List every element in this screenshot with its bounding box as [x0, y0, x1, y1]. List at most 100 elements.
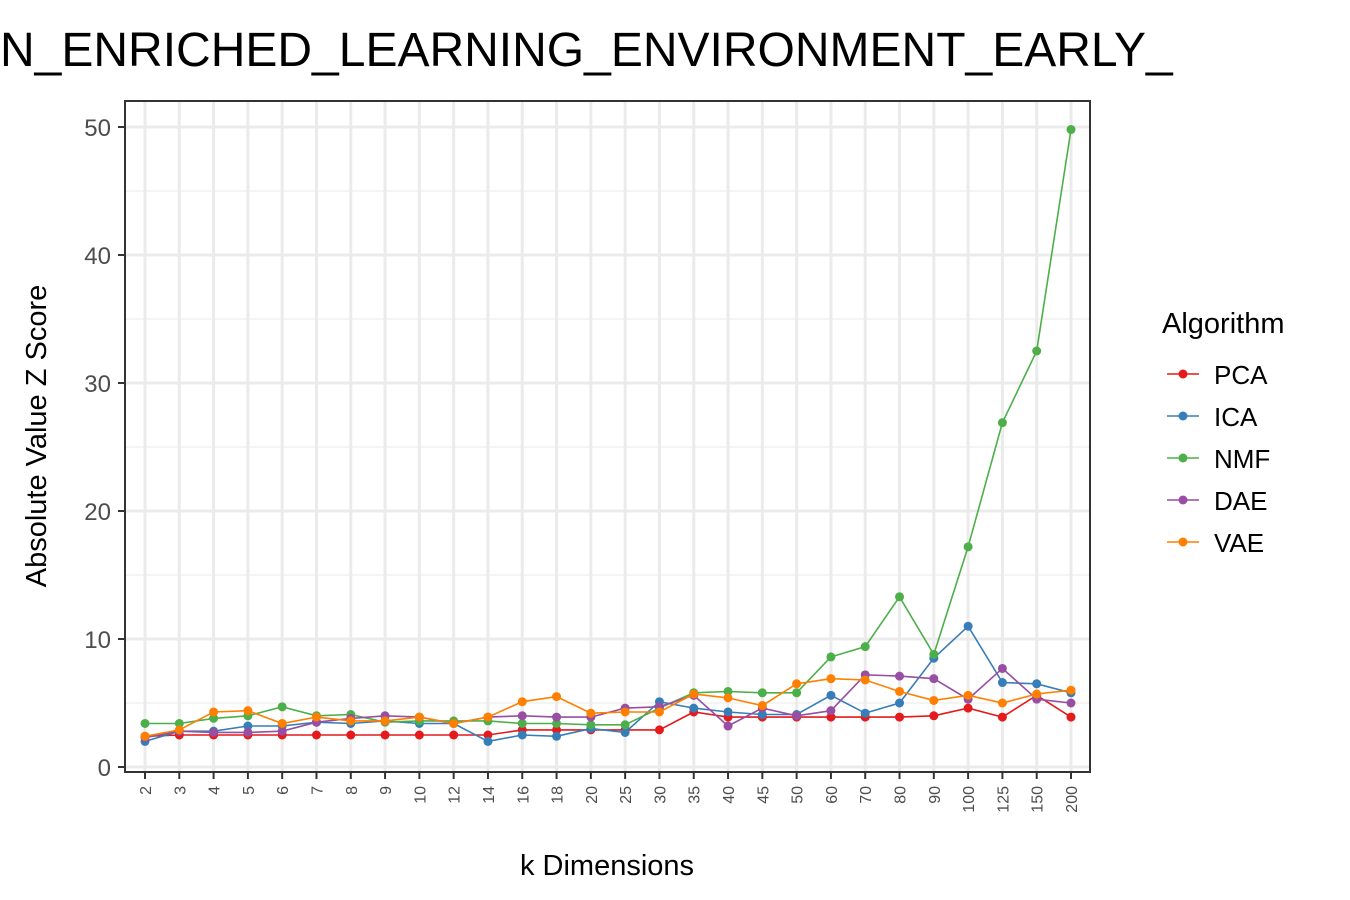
x-tick-label: 125: [995, 786, 1012, 813]
data-point: [723, 721, 733, 731]
data-point: [449, 730, 459, 740]
data-point: [895, 671, 905, 681]
data-point: [209, 707, 219, 717]
data-point: [517, 730, 527, 740]
data-point: [723, 707, 733, 717]
x-tick-label: 30: [652, 786, 669, 804]
x-tick-label: 3: [172, 786, 189, 795]
data-point: [517, 711, 527, 721]
legend-item-ica: ICA: [1167, 402, 1258, 432]
data-point: [620, 727, 630, 737]
legend-item-dae: DAE: [1167, 486, 1267, 516]
legend-item-vae: VAE: [1167, 528, 1264, 558]
data-point: [757, 688, 767, 698]
x-tick-label: 18: [550, 786, 567, 804]
data-point: [552, 725, 562, 735]
data-point: [826, 690, 836, 700]
legend: Algorithm PCA ICA NMF DAE VAE: [1162, 308, 1285, 558]
series-layer: [140, 125, 1076, 746]
data-point: [243, 706, 253, 716]
y-axis: 0 10 20 30 40 50: [84, 115, 125, 782]
data-point: [586, 720, 596, 730]
y-tick-label: 50: [84, 115, 111, 142]
legend-key-point: [1178, 453, 1188, 463]
data-point: [895, 592, 905, 602]
legend-key-point: [1178, 495, 1188, 505]
data-point: [689, 703, 699, 713]
data-point: [552, 731, 562, 741]
plot-panel-border: [124, 100, 1091, 773]
data-point: [140, 718, 150, 728]
data-point: [826, 674, 836, 684]
x-tick-label: 20: [584, 786, 601, 804]
data-point: [895, 698, 905, 708]
data-point: [483, 712, 493, 722]
x-tick-label: 6: [275, 786, 292, 795]
data-point: [723, 693, 733, 703]
data-point: [449, 718, 459, 728]
data-point: [895, 686, 905, 696]
legend-label: PCA: [1214, 360, 1268, 390]
plot-background: [125, 101, 1090, 772]
x-tick-label: 60: [824, 786, 841, 804]
data-point: [414, 730, 424, 740]
data-point: [277, 718, 287, 728]
data-point: [963, 621, 973, 631]
data-point: [997, 712, 1007, 722]
series-line-ica: [144, 624, 1072, 743]
chart-title: N_ENRICHED_LEARNING_ENVIRONMENT_EARLY_: [0, 24, 1174, 77]
y-tick-label: 10: [84, 627, 111, 654]
x-tick-label: 35: [687, 786, 704, 804]
data-point: [209, 727, 219, 737]
series-vae: [140, 674, 1076, 741]
data-point: [1066, 685, 1076, 695]
data-point: [826, 712, 836, 722]
data-point: [346, 716, 356, 726]
data-point: [929, 695, 939, 705]
legend-label: VAE: [1214, 528, 1264, 558]
x-tick-label: 14: [481, 786, 498, 804]
data-point: [1032, 346, 1042, 356]
data-point: [243, 721, 253, 731]
x-tick-label: 8: [344, 786, 361, 795]
data-point: [963, 542, 973, 552]
x-tick-label: 90: [927, 786, 944, 804]
data-point: [174, 718, 184, 728]
data-point: [826, 706, 836, 716]
data-point: [792, 688, 802, 698]
data-point: [757, 710, 767, 720]
data-point: [209, 713, 219, 723]
data-point: [1032, 689, 1042, 699]
data-point: [792, 679, 802, 689]
x-tick-label: 150: [1030, 786, 1047, 813]
data-point: [380, 730, 390, 740]
y-tick-label: 40: [84, 243, 111, 270]
data-point: [243, 727, 253, 737]
data-point: [1066, 698, 1076, 708]
series-line-nmf: [145, 129, 1072, 726]
legend-label: DAE: [1214, 486, 1267, 516]
data-point: [620, 720, 630, 730]
data-point: [174, 725, 184, 735]
data-point: [757, 701, 767, 711]
data-point: [826, 652, 836, 662]
data-point: [517, 697, 527, 707]
data-point: [277, 726, 287, 736]
x-tick-label: 80: [893, 786, 910, 804]
data-point: [552, 718, 562, 728]
data-point: [860, 708, 870, 718]
data-point: [997, 678, 1007, 688]
data-point: [586, 708, 596, 718]
data-point: [860, 675, 870, 685]
legend-item-nmf: NMF: [1167, 444, 1270, 474]
x-tick-label: 7: [309, 786, 326, 795]
data-point: [929, 711, 939, 721]
data-point: [792, 711, 802, 721]
data-point: [654, 725, 664, 735]
x-tick-label: 10: [412, 786, 429, 804]
data-point: [1066, 712, 1076, 722]
data-point: [311, 730, 321, 740]
data-point: [346, 730, 356, 740]
legend-key-point: [1178, 369, 1188, 379]
